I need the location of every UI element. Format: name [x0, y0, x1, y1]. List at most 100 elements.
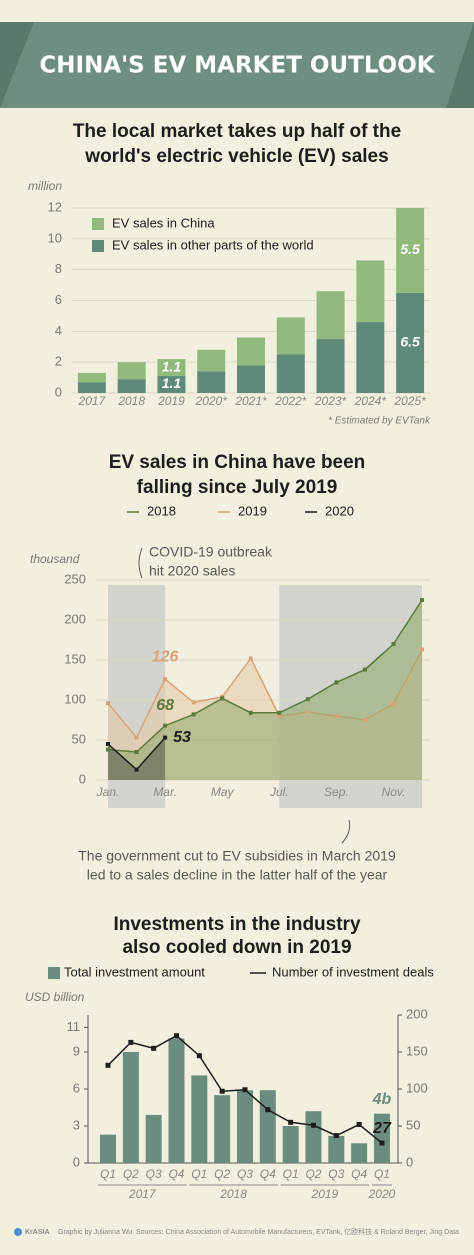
- y-tick-label: 250: [64, 571, 86, 586]
- x-tick-label: 2021*: [234, 394, 267, 408]
- x-tick-label: 2019: [157, 394, 185, 408]
- chart-title: falling since July 2019: [137, 477, 338, 498]
- annotation: The government cut to EV subsidies in Ma…: [78, 848, 396, 864]
- bar: [100, 1134, 116, 1163]
- x-tick-label: Q3: [146, 1167, 162, 1181]
- x-tick-label: 2018: [117, 394, 145, 408]
- x-tick-label: May: [211, 785, 235, 799]
- y-tick-label: 0: [79, 771, 86, 786]
- bar: [197, 349, 226, 372]
- data-label: 1.1: [162, 358, 182, 374]
- bar: [157, 359, 186, 377]
- legend-label: Number of investment deals: [272, 964, 434, 979]
- annotation-bracket: [138, 547, 143, 579]
- chart-title: EV sales in China have been: [109, 452, 366, 473]
- x-tick-label: Nov.: [382, 785, 406, 799]
- x-tick-label: 2020*: [195, 394, 228, 408]
- point: [163, 723, 168, 728]
- y-tick-label: 150: [64, 651, 86, 666]
- x-tick-label: Q1: [283, 1167, 299, 1181]
- y-tick-label: 4: [55, 323, 62, 338]
- legend-label: Total investment amount: [64, 964, 205, 979]
- point: [288, 1119, 294, 1125]
- area: [108, 600, 423, 780]
- point: [134, 750, 139, 754]
- x-tick-label: 2017: [78, 394, 107, 408]
- chart-title: also cooled down in 2019: [122, 937, 351, 958]
- legend-label: EV sales in China: [112, 215, 215, 230]
- point: [106, 742, 110, 746]
- x-tick-label: Q3: [328, 1167, 344, 1181]
- point: [106, 747, 110, 752]
- bar: [237, 337, 265, 366]
- bar: [259, 1090, 276, 1163]
- y2-tick-label: 100: [406, 1080, 428, 1095]
- point: [334, 714, 339, 718]
- bar: [157, 376, 186, 393]
- point: [173, 1033, 179, 1039]
- x-tick-label: 2025*: [393, 394, 426, 408]
- x-tick-label: Q4: [260, 1167, 276, 1181]
- point: [219, 1088, 225, 1094]
- point: [191, 700, 196, 705]
- bar: [191, 1075, 208, 1163]
- data-label: 6.5: [400, 334, 420, 350]
- y-tick-label: 0: [55, 384, 62, 399]
- y-tick-label: 6: [73, 1080, 80, 1095]
- group-label: 2018: [219, 1187, 247, 1201]
- bar: [351, 1143, 368, 1163]
- note: * Estimated by EVTank: [328, 416, 431, 427]
- y-tick-label: 8: [55, 261, 62, 276]
- bar: [117, 362, 146, 380]
- x-tick-label: Q1: [374, 1167, 390, 1181]
- legend-label: 2020: [325, 503, 354, 518]
- point: [191, 712, 196, 717]
- legend-label: 2018: [147, 503, 176, 518]
- group-label: 2019: [311, 1187, 339, 1201]
- point: [277, 714, 282, 718]
- point: [248, 656, 253, 661]
- x-tick-label: Jul.: [269, 785, 289, 799]
- data-label: 68: [156, 697, 174, 714]
- legend-swatch: [92, 218, 104, 230]
- brand: KrASIA: [25, 1229, 50, 1236]
- point: [105, 1062, 111, 1068]
- group-label: 2017: [128, 1187, 157, 1201]
- point: [420, 598, 425, 602]
- data-label: 27: [372, 1120, 392, 1137]
- bar: [214, 1095, 231, 1163]
- point: [333, 1133, 339, 1139]
- point: [106, 701, 110, 706]
- point: [265, 1107, 271, 1113]
- y-tick-label: 50: [72, 731, 86, 746]
- bar: [396, 208, 425, 293]
- y-tick-label: 2: [55, 354, 62, 369]
- y-tick-label: 12: [48, 199, 62, 214]
- point: [151, 1045, 157, 1051]
- bar: [356, 322, 385, 393]
- x-tick-label: Mar.: [153, 785, 177, 799]
- bar: [305, 1111, 322, 1163]
- y-axis-label: USD billion: [25, 990, 85, 1004]
- y2-tick-label: 200: [406, 1006, 428, 1021]
- chart-title: world's electric vehicle (EV) sales: [84, 146, 388, 167]
- x-tick-label: Q3: [237, 1167, 253, 1181]
- legend-swatch: [92, 240, 104, 252]
- annotation: led to a sales decline in the latter hal…: [87, 867, 388, 883]
- bar: [236, 1090, 253, 1163]
- point: [391, 702, 396, 706]
- line: [107, 599, 423, 753]
- x-tick-label: Jan.: [96, 785, 120, 799]
- page-title: CHINA'S EV MARKET OUTLOOK: [39, 53, 435, 79]
- point: [134, 735, 139, 740]
- legend-label: 2019: [238, 503, 267, 518]
- bar: [396, 292, 425, 393]
- point: [277, 710, 282, 715]
- y-tick-label: 11: [67, 1019, 81, 1034]
- x-tick-label: Q4: [351, 1167, 367, 1181]
- chart-title: The local market takes up half of the: [73, 121, 401, 142]
- bar: [77, 372, 106, 383]
- credit: Graphic by Julianna Wu: [58, 1229, 132, 1236]
- y-tick-label: 9: [73, 1043, 80, 1058]
- annotation: hit 2020 sales: [149, 563, 235, 579]
